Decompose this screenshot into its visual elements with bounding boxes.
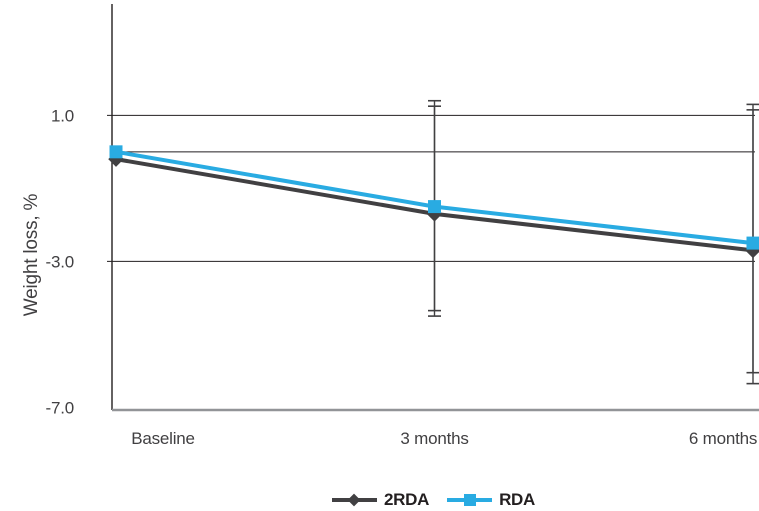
square-marker-RDA-1 bbox=[428, 200, 441, 214]
legend-label-2RDA: 2RDA bbox=[383, 490, 430, 509]
square-marker-RDA-0 bbox=[109, 145, 123, 159]
y-tick-label--3.0: -3.0 bbox=[46, 252, 75, 271]
legend-square-icon bbox=[463, 494, 476, 506]
legend-label-RDA: RDA bbox=[499, 490, 536, 509]
legend-line-swatch-2RDA bbox=[331, 493, 377, 507]
x-category-label-Baseline: Baseline bbox=[131, 429, 195, 448]
y-tick-label--7.0: -7.0 bbox=[46, 398, 75, 417]
series-RDA bbox=[109, 145, 759, 250]
legend-item-2RDA: 2RDA bbox=[331, 490, 430, 510]
x-category-label-3-months: 3 months bbox=[400, 429, 468, 448]
x-category-label-6-months: 6 months bbox=[689, 429, 757, 448]
legend-diamond-icon bbox=[348, 493, 361, 507]
legend-line-swatch-RDA bbox=[447, 494, 493, 506]
legend: 2RDA RDA bbox=[112, 490, 755, 510]
legend-item-RDA: RDA bbox=[447, 490, 535, 510]
y-tick-label-1.0: 1.0 bbox=[51, 106, 74, 125]
square-marker-RDA-2 bbox=[746, 236, 759, 250]
